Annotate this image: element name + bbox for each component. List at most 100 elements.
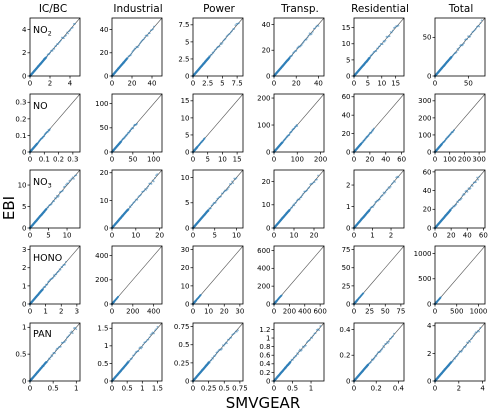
y-tick-label: 5 <box>185 38 189 46</box>
data-point-cluster <box>352 299 359 306</box>
data-point <box>315 178 318 181</box>
x-tick-label: 2 <box>48 80 52 88</box>
data-point <box>463 193 466 196</box>
x-tick-label: 20 <box>155 232 164 240</box>
data-point <box>133 353 136 355</box>
data-point-cluster <box>433 55 453 78</box>
data-point <box>293 127 296 130</box>
x-tick-label: 40 <box>463 232 472 240</box>
data-point <box>300 196 303 199</box>
data-point <box>47 359 50 362</box>
data-point <box>124 136 126 139</box>
y-tick-label: 1 <box>22 282 26 290</box>
panel-frame <box>111 245 163 305</box>
data-point-cluster <box>272 361 292 383</box>
y-tick-label: 5 <box>22 203 26 211</box>
data-point <box>291 204 294 207</box>
data-point <box>199 294 202 296</box>
data-point <box>309 338 311 341</box>
data-point <box>466 190 469 193</box>
x-tick-label: 0 <box>272 156 276 164</box>
data-point <box>315 25 318 28</box>
data-point <box>223 344 225 347</box>
species-name: NO <box>33 25 48 36</box>
data-point <box>457 201 459 204</box>
x-tick-label: 10 <box>131 232 140 240</box>
panel-frame <box>29 245 81 305</box>
x-tick-label: 50 <box>381 308 390 316</box>
data-point <box>314 27 316 30</box>
data-point <box>156 173 159 176</box>
data-point <box>49 51 51 54</box>
y-tick-label: 0.5 <box>15 351 26 359</box>
column-title-total: Total <box>448 3 474 15</box>
data-point <box>48 280 51 282</box>
y-tick-label: 15 <box>342 24 351 32</box>
data-point <box>381 194 384 197</box>
x-tick-label: 10 <box>218 156 227 164</box>
data-point <box>65 183 67 186</box>
data-point <box>129 54 132 57</box>
y-tick-label: 2 <box>346 181 350 189</box>
data-point-cluster <box>28 142 39 154</box>
data-point <box>377 47 379 50</box>
x-tick-label: 20 <box>447 232 456 240</box>
y-tick-label: 0 <box>427 300 431 308</box>
data-point-cluster <box>28 361 48 383</box>
data-point <box>292 358 294 361</box>
data-point <box>227 186 230 189</box>
data-point <box>60 39 62 42</box>
x-tick-label: 7.5 <box>232 80 243 88</box>
data-point <box>43 135 46 138</box>
y-tick-label: 10 <box>100 197 109 205</box>
data-point <box>461 349 464 352</box>
data-point <box>385 343 387 345</box>
panel-no3-power: 0 5 10 0 5 10 <box>181 169 244 240</box>
data-point <box>140 193 142 196</box>
data-point-cluster <box>352 363 370 383</box>
y-tick-label: 0 <box>185 377 189 385</box>
data-point <box>226 342 228 345</box>
data-point <box>141 346 144 349</box>
x-tick-label: 5 <box>213 232 217 240</box>
data-point-cluster <box>191 56 211 78</box>
data-point <box>470 33 473 36</box>
data-point <box>386 36 389 39</box>
y-tick-label: 30 <box>181 246 190 254</box>
data-point <box>146 187 149 190</box>
x-tick-label: 0.25 <box>201 385 217 393</box>
y-tick-label: 5 <box>346 56 350 64</box>
data-point <box>473 29 476 32</box>
data-point-cluster <box>433 143 443 154</box>
data-point <box>53 275 56 278</box>
data-point-cluster <box>272 56 291 78</box>
y-tick-label: 20 <box>181 264 190 272</box>
panel-frame <box>434 169 486 229</box>
y-tick-label: 20 <box>100 49 109 57</box>
data-point <box>143 190 145 192</box>
column-title-transp: Transp. <box>280 3 319 15</box>
data-point <box>311 337 314 339</box>
data-point <box>451 207 454 209</box>
x-tick-label: 4 <box>480 385 485 393</box>
data-point <box>220 43 223 46</box>
species-subscript: 2 <box>48 30 52 38</box>
y-tick-label: 50 <box>342 264 351 272</box>
x-tick-label: 1 <box>309 385 313 393</box>
y-tick-label: 0 <box>185 72 189 80</box>
data-point <box>298 350 300 352</box>
data-point <box>146 34 149 37</box>
panel-pan-total: 0 2 4 0 2 4 <box>427 322 486 393</box>
data-point <box>131 356 134 359</box>
data-point <box>149 333 152 336</box>
data-point <box>462 347 465 350</box>
x-tick-label: 5 <box>205 156 209 164</box>
x-tick-label: 0 <box>28 156 32 164</box>
data-point <box>212 357 214 360</box>
data-point <box>221 192 224 195</box>
data-point <box>137 46 140 48</box>
data-point <box>69 29 72 31</box>
data-point <box>63 37 65 40</box>
x-tick-label: 0 <box>352 232 356 240</box>
data-point <box>280 294 283 297</box>
